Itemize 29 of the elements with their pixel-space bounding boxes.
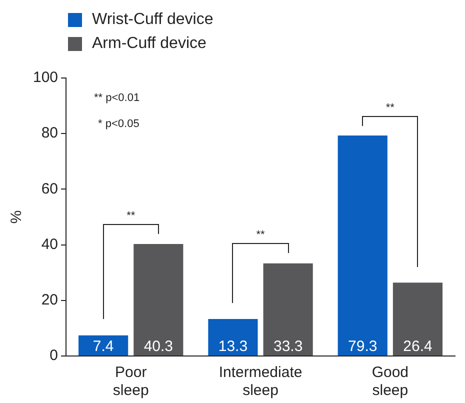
x-tick-label: Poor sleep — [112, 364, 149, 400]
y-axis-title: % — [8, 210, 26, 224]
annotation: ** — [126, 210, 136, 222]
bar — [208, 319, 258, 356]
annotation: ** p<0.01 — [94, 92, 140, 104]
legend-label: Wrist-Cuff device — [92, 11, 214, 29]
bar — [263, 263, 313, 356]
annotation: ** — [384, 102, 396, 114]
data-label: 33.3 — [273, 338, 303, 356]
data-label: 7.4 — [92, 338, 114, 356]
y-tick-label: 40 — [41, 236, 58, 253]
y-tick-label: 80 — [41, 124, 58, 142]
legend-label: Arm-Cuff device — [92, 35, 206, 53]
data-label: 13.3 — [218, 338, 248, 356]
y-tick-label: 100 — [32, 69, 58, 86]
x-tick-label: Good sleep — [372, 364, 409, 400]
bar — [78, 335, 128, 356]
data-label: 79.3 — [348, 338, 378, 356]
y-tick-label: 0 — [50, 347, 58, 364]
x-tick-label: Intermediate sleep — [218, 364, 302, 400]
y-tick-label: 60 — [41, 180, 58, 198]
bar — [134, 244, 184, 356]
data-label: 40.3 — [144, 338, 174, 356]
y-tick-label: 20 — [41, 292, 58, 309]
annotation: * p<0.05 — [98, 118, 140, 130]
bar — [338, 136, 388, 356]
annotation: ** — [255, 229, 266, 242]
data-label: 26.4 — [403, 338, 432, 356]
bar — [392, 282, 443, 356]
